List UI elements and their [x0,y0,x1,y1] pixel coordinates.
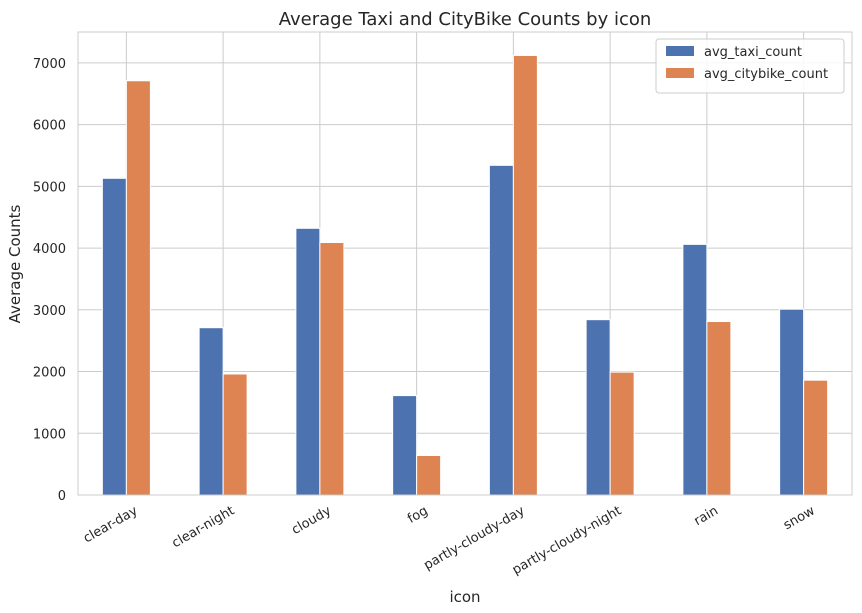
y-tick-label: 5000 [33,180,66,195]
bars [101,54,829,496]
y-tick-label: 1000 [33,427,66,442]
bar-avg_taxi_count-fog [392,395,418,496]
legend-label-avg_citybike_count: avg_citybike_count [704,67,828,82]
legend: avg_taxi_count avg_citybike_count [655,38,845,94]
bar-avg_citybike_count-partly-cloudy-night [609,371,635,496]
bar-avg_citybike_count-snow [803,379,829,496]
bar-avg_citybike_count-rain [706,321,732,496]
bar-avg_taxi_count-partly-cloudy-day [488,164,514,496]
bar-avg_taxi_count-partly-cloudy-night [585,319,611,496]
x-axis-label: icon [449,588,480,606]
plot-frame [77,31,853,496]
y-axis-ticks: 0 1000 2000 3000 4000 5000 6000 7000 [33,57,66,504]
bar-avg_citybike_count-partly-cloudy-day [512,54,538,496]
y-tick-label: 6000 [33,119,66,134]
bar-avg_taxi_count-cloudy [295,227,321,496]
y-tick-label: 2000 [33,366,66,381]
legend-box [655,38,845,94]
legend-swatch-avg_citybike_count [666,68,694,78]
y-tick-label: 7000 [33,57,66,72]
bar-avg_taxi_count-clear-night [198,327,224,496]
chart-title: Average Taxi and CityBike Counts by icon [279,9,652,30]
y-axis-label: Average Counts [6,204,24,323]
bar-avg_taxi_count-rain [682,243,708,496]
bar-avg_taxi_count-clear-day [101,177,127,496]
bar-avg_citybike_count-cloudy [319,242,345,496]
legend-label-avg_taxi_count: avg_taxi_count [704,45,802,60]
y-tick-label: 4000 [33,242,66,257]
bar-avg_citybike_count-clear-day [125,80,151,496]
bar-avg_citybike_count-fog [416,454,442,496]
bar-avg_taxi_count-snow [779,308,805,496]
plot-area [77,31,853,496]
y-tick-label: 3000 [33,304,66,319]
y-tick-label: 0 [58,489,66,504]
legend-swatch-avg_taxi_count [666,46,694,56]
bar-avg_citybike_count-clear-night [222,373,248,496]
